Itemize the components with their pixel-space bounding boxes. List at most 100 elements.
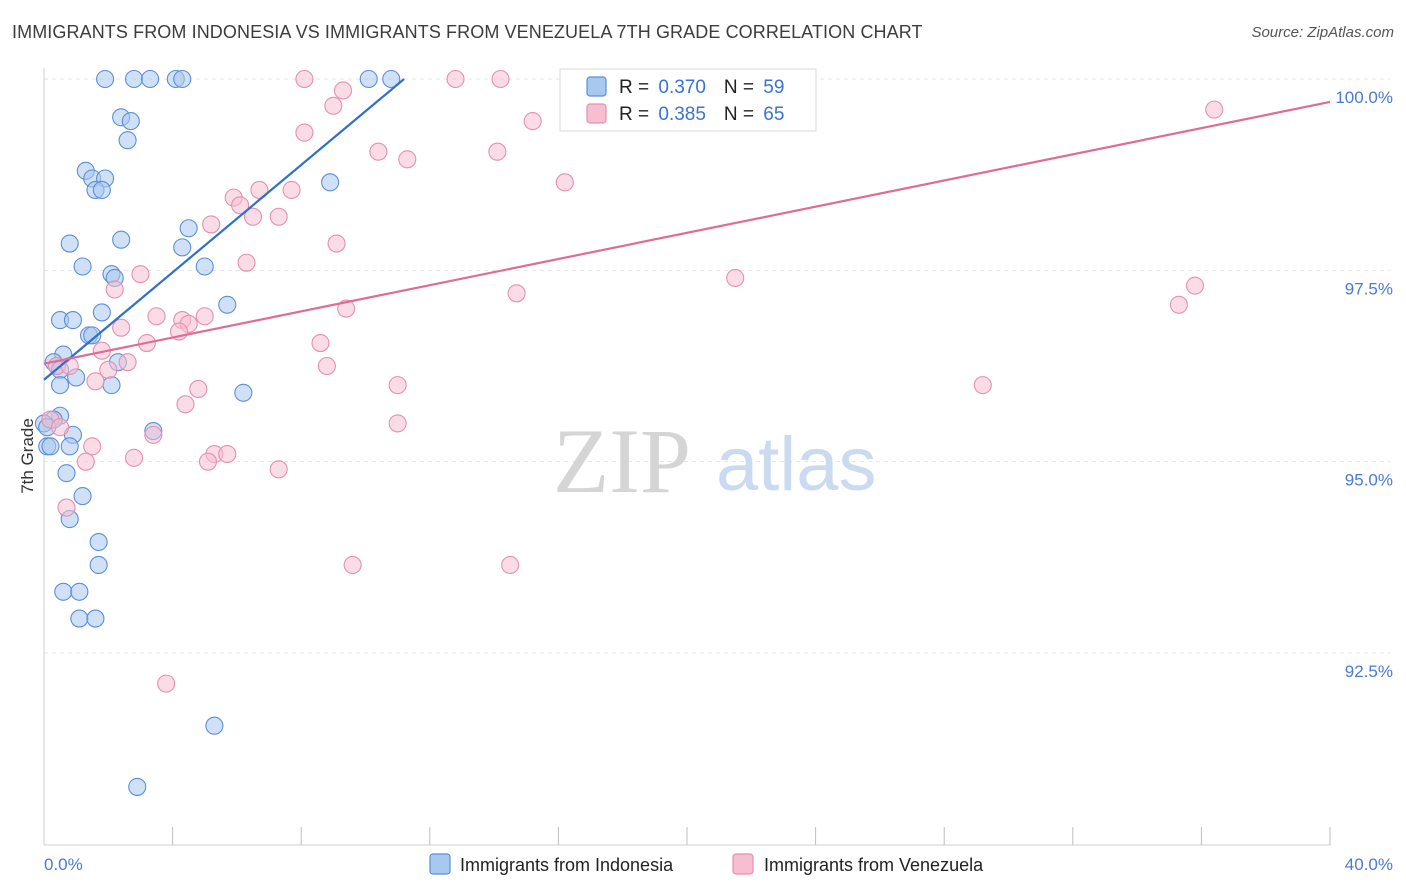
point-indonesia-38 bbox=[234, 383, 253, 402]
point-venezuela-24 bbox=[105, 280, 124, 299]
point-venezuela-25 bbox=[507, 284, 526, 303]
legend-n-label-1: N = bbox=[724, 77, 759, 98]
point-indonesia-0 bbox=[96, 69, 115, 89]
point-venezuela-5 bbox=[1205, 100, 1224, 119]
point-venezuela-56 bbox=[198, 452, 218, 471]
point-indonesia-9 bbox=[118, 131, 137, 150]
bottom-legend-label-venezuela: Immigrants from Venezuela bbox=[764, 855, 984, 875]
point-venezuela-39 bbox=[118, 353, 137, 372]
point-venezuela-60 bbox=[501, 555, 520, 575]
point-venezuela-16 bbox=[243, 207, 263, 226]
point-venezuela-20 bbox=[237, 253, 256, 272]
point-indonesia-35 bbox=[51, 376, 70, 395]
point-venezuela-54 bbox=[76, 452, 95, 471]
point-indonesia-53 bbox=[54, 582, 73, 601]
point-indonesia-26 bbox=[63, 311, 82, 330]
bottom-legend-swatch-venezuela bbox=[732, 853, 754, 875]
point-venezuela-1 bbox=[446, 69, 465, 89]
point-venezuela-45 bbox=[189, 379, 208, 399]
point-venezuela-10 bbox=[398, 150, 417, 169]
point-venezuela-58 bbox=[57, 498, 76, 517]
point-venezuela-8 bbox=[369, 142, 388, 161]
point-venezuela-19 bbox=[327, 234, 346, 253]
point-indonesia-4 bbox=[173, 69, 192, 89]
point-indonesia-24 bbox=[218, 295, 237, 314]
x-tick-label-end: 40.0% bbox=[1345, 855, 1393, 874]
point-indonesia-19 bbox=[173, 238, 192, 257]
legend-swatch-venezuela bbox=[586, 103, 607, 124]
legend-row-2: R = 0.385 N = 65 bbox=[619, 104, 784, 125]
y-tick-label-2: 95.0% bbox=[1345, 471, 1393, 490]
series-indonesia bbox=[34, 69, 401, 796]
point-indonesia-2 bbox=[141, 69, 160, 89]
point-venezuela-34 bbox=[311, 333, 330, 353]
trend-lines bbox=[43, 78, 1331, 381]
bottom-legend-label-indonesia: Immigrants from Indonesia bbox=[460, 855, 674, 875]
point-venezuela-15 bbox=[231, 196, 250, 215]
point-indonesia-46 bbox=[41, 437, 60, 456]
point-venezuela-57 bbox=[269, 460, 288, 479]
point-indonesia-6 bbox=[382, 69, 401, 89]
point-venezuela-13 bbox=[282, 180, 301, 200]
legend-swatch-indonesia bbox=[586, 76, 607, 97]
legend-r-label-1: R = bbox=[619, 77, 654, 98]
trend-line-indonesia bbox=[43, 78, 405, 381]
point-venezuela-28 bbox=[147, 307, 166, 326]
point-indonesia-13 bbox=[321, 173, 340, 192]
point-venezuela-53 bbox=[218, 444, 237, 464]
point-venezuela-26 bbox=[1169, 295, 1188, 314]
watermark-atlas: atlas bbox=[716, 422, 877, 507]
y-tick-label-0: 100.0% bbox=[1335, 88, 1393, 107]
point-venezuela-29 bbox=[195, 307, 214, 326]
point-venezuela-55 bbox=[124, 448, 144, 467]
point-venezuela-59 bbox=[343, 555, 362, 575]
point-venezuela-32 bbox=[112, 318, 131, 337]
bottom-legend-swatch-indonesia bbox=[429, 853, 451, 875]
y-axis-tick-labels: 100.0% 97.5% 95.0% 92.5% bbox=[1335, 88, 1393, 681]
point-venezuela-43 bbox=[388, 376, 407, 395]
point-venezuela-44 bbox=[973, 376, 992, 395]
point-venezuela-18 bbox=[202, 215, 221, 234]
point-indonesia-21 bbox=[195, 257, 214, 276]
point-indonesia-47 bbox=[60, 437, 79, 456]
point-venezuela-3 bbox=[333, 81, 353, 100]
trend-line-venezuela bbox=[43, 100, 1331, 365]
chart-title: IMMIGRANTS FROM INDONESIA VS IMMIGRANTS … bbox=[12, 22, 923, 42]
watermark-zip: ZIP bbox=[553, 410, 691, 512]
legend-r-label-2: R = bbox=[619, 104, 654, 125]
point-indonesia-8 bbox=[121, 112, 140, 131]
gridlines bbox=[44, 78, 1390, 654]
legend-n-value-1: 59 bbox=[763, 77, 784, 98]
point-indonesia-51 bbox=[89, 532, 108, 552]
point-venezuela-9 bbox=[488, 142, 507, 161]
y-tick-label-1: 97.5% bbox=[1345, 279, 1393, 298]
point-indonesia-29 bbox=[83, 326, 102, 345]
point-venezuela-42 bbox=[86, 372, 105, 391]
y-tick-label-3: 92.5% bbox=[1345, 662, 1393, 681]
point-indonesia-49 bbox=[73, 487, 92, 506]
watermark: ZIP atlas bbox=[553, 410, 877, 512]
y-axis-label: 7th Grade bbox=[18, 418, 37, 494]
point-venezuela-17 bbox=[269, 207, 288, 226]
point-venezuela-40 bbox=[99, 360, 118, 379]
point-indonesia-16 bbox=[179, 219, 198, 238]
legend-n-value-2: 65 bbox=[763, 104, 784, 125]
point-venezuela-11 bbox=[555, 173, 574, 192]
legend-row-1: R = 0.370 N = 59 bbox=[619, 77, 784, 98]
series-venezuela bbox=[41, 69, 1224, 693]
x-axis-ticks bbox=[172, 827, 1331, 845]
point-venezuela-41 bbox=[317, 356, 336, 376]
point-venezuela-2 bbox=[491, 69, 510, 89]
point-indonesia-18 bbox=[112, 230, 131, 249]
point-indonesia-56 bbox=[86, 609, 105, 628]
point-venezuela-46 bbox=[176, 395, 195, 414]
point-indonesia-57 bbox=[205, 716, 224, 735]
legend: R = 0.370 N = 59 R = 0.385 N = 65 bbox=[559, 68, 817, 132]
point-venezuela-6 bbox=[523, 112, 542, 131]
point-indonesia-58 bbox=[128, 777, 147, 796]
point-indonesia-27 bbox=[92, 303, 111, 322]
point-venezuela-61 bbox=[157, 674, 176, 693]
point-indonesia-37 bbox=[102, 376, 121, 395]
x-tick-label-start: 0.0% bbox=[44, 855, 83, 874]
